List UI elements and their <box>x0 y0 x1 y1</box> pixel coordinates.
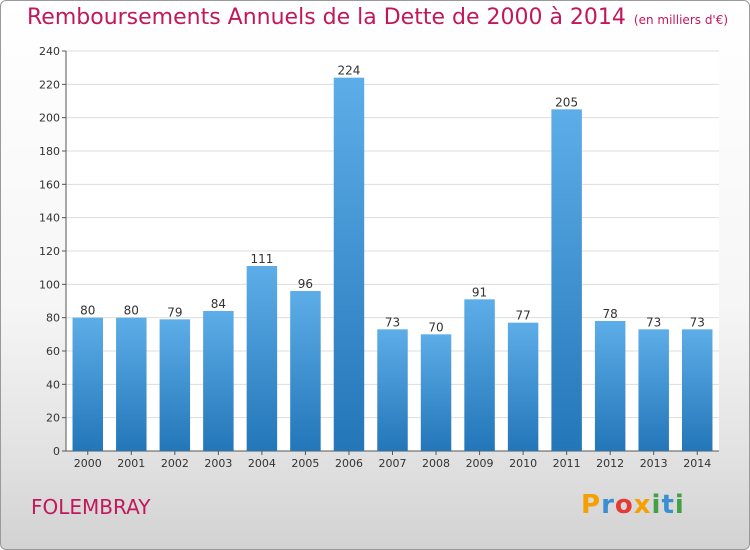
x-tick-label: 2003 <box>204 457 232 470</box>
bar <box>551 109 582 451</box>
bar <box>72 317 104 451</box>
x-tick-label: 2006 <box>335 457 363 470</box>
bar-value-label: 96 <box>298 277 313 291</box>
bar <box>420 334 452 451</box>
bar-value-label: 80 <box>80 304 95 318</box>
bar <box>507 322 539 451</box>
x-tick-label: 2007 <box>379 457 407 470</box>
bar <box>377 329 408 451</box>
bar-value-label: 73 <box>385 315 400 329</box>
brand-letter: r <box>601 490 615 520</box>
y-tick-label: 80 <box>46 312 60 325</box>
y-tick-label: 60 <box>46 345 60 358</box>
x-tick-label: 2001 <box>117 457 145 470</box>
brand-letter: x <box>633 490 652 520</box>
brand-letter: P <box>581 490 602 520</box>
y-tick-label: 240 <box>39 45 60 58</box>
y-tick-label: 160 <box>39 178 60 191</box>
bar <box>159 319 191 451</box>
x-tick-label: 2005 <box>291 457 319 470</box>
bar-value-label: 78 <box>603 307 618 321</box>
bar-value-label: 80 <box>124 304 139 318</box>
brand-letter: t <box>661 490 675 520</box>
bar <box>203 311 234 451</box>
bar-value-label: 79 <box>167 305 182 319</box>
bar <box>594 321 626 451</box>
chart-title: Remboursements Annuels de la Dette de 20… <box>27 5 728 30</box>
bar-value-label: 84 <box>211 297 226 311</box>
bar-value-label: 73 <box>690 315 705 329</box>
bar <box>290 291 321 451</box>
bar <box>116 317 147 451</box>
y-tick-label: 40 <box>46 378 60 391</box>
x-tick-label: 2013 <box>640 457 668 470</box>
bar-value-label: 70 <box>428 320 443 334</box>
bar <box>464 299 495 451</box>
brand-letter: i <box>674 490 685 520</box>
bar-value-label: 224 <box>338 64 361 78</box>
x-tick-label: 2014 <box>683 457 711 470</box>
bar-value-label: 91 <box>472 285 487 299</box>
x-tick-label: 2002 <box>161 457 189 470</box>
x-tick-label: 2004 <box>248 457 276 470</box>
bar-value-label: 111 <box>250 252 273 266</box>
y-tick-label: 0 <box>53 445 60 458</box>
chart-title-text: Remboursements Annuels de la Dette de 20… <box>27 5 626 30</box>
bar-value-label: 205 <box>555 95 578 109</box>
y-tick-label: 120 <box>39 245 60 258</box>
bar <box>681 329 713 451</box>
x-tick-label: 2011 <box>553 457 581 470</box>
bar-value-label: 73 <box>646 315 661 329</box>
x-tick-label: 2009 <box>466 457 494 470</box>
bar-value-label: 77 <box>515 309 530 323</box>
y-tick-label: 20 <box>46 412 60 425</box>
x-tick-label: 2012 <box>596 457 624 470</box>
bar <box>246 266 278 451</box>
y-tick-label: 200 <box>39 112 60 125</box>
bar <box>333 77 365 452</box>
y-tick-label: 100 <box>39 278 60 291</box>
x-tick-label: 2000 <box>74 457 102 470</box>
x-tick-label: 2008 <box>422 457 450 470</box>
bar <box>638 329 669 451</box>
chart-subtitle: (en milliers d'€) <box>633 13 729 27</box>
proxiti-logo: Proxiti <box>581 490 685 520</box>
commune-name: FOLEMBRAY <box>31 495 151 519</box>
y-tick-label: 140 <box>39 212 60 225</box>
y-tick-label: 180 <box>39 145 60 158</box>
x-tick-label: 2010 <box>509 457 537 470</box>
brand-letter: i <box>651 490 662 520</box>
y-tick-label: 220 <box>39 78 60 91</box>
brand-letter: o <box>614 490 634 520</box>
